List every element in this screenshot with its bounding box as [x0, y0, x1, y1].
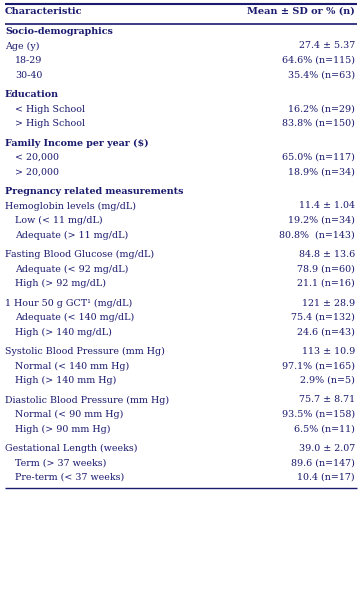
Text: 6.5% (n=11): 6.5% (n=11): [294, 424, 355, 433]
Text: Term (> 37 weeks): Term (> 37 weeks): [15, 458, 106, 468]
Text: 21.1 (n=16): 21.1 (n=16): [297, 279, 355, 288]
Text: High (> 90 mm Hg): High (> 90 mm Hg): [15, 424, 110, 433]
Text: 19.2% (n=34): 19.2% (n=34): [288, 216, 355, 225]
Text: > 20,000: > 20,000: [15, 168, 59, 176]
Text: 24.6 (n=43): 24.6 (n=43): [297, 327, 355, 336]
Text: < High School: < High School: [15, 105, 85, 114]
Text: 64.6% (n=115): 64.6% (n=115): [282, 56, 355, 65]
Text: Hemoglobin levels (mg/dL): Hemoglobin levels (mg/dL): [5, 201, 136, 211]
Text: 16.2% (n=29): 16.2% (n=29): [288, 105, 355, 114]
Text: High (> 92 mg/dL): High (> 92 mg/dL): [15, 279, 106, 288]
Text: 89.6 (n=147): 89.6 (n=147): [291, 458, 355, 468]
Text: 11.4 ± 1.04: 11.4 ± 1.04: [299, 201, 355, 211]
Text: Normal (< 90 mm Hg): Normal (< 90 mm Hg): [15, 410, 123, 419]
Text: 10.4 (n=17): 10.4 (n=17): [297, 473, 355, 482]
Text: Fasting Blood Glucose (mg/dL): Fasting Blood Glucose (mg/dL): [5, 250, 154, 259]
Text: 83.8% (n=150): 83.8% (n=150): [282, 119, 355, 128]
Text: 39.0 ± 2.07: 39.0 ± 2.07: [299, 444, 355, 453]
Text: 18.9% (n=34): 18.9% (n=34): [288, 168, 355, 176]
Text: Systolic Blood Pressure (mm Hg): Systolic Blood Pressure (mm Hg): [5, 347, 165, 356]
Text: Normal (< 140 mm Hg): Normal (< 140 mm Hg): [15, 362, 129, 371]
Text: 35.4% (n=63): 35.4% (n=63): [288, 70, 355, 79]
Text: Pregnancy related measurements: Pregnancy related measurements: [5, 187, 184, 196]
Text: 75.7 ± 8.71: 75.7 ± 8.71: [299, 395, 355, 404]
Text: 80.8%  (n=143): 80.8% (n=143): [279, 230, 355, 240]
Text: Education: Education: [5, 90, 59, 99]
Text: > High School: > High School: [15, 119, 85, 128]
Text: 18-29: 18-29: [15, 56, 42, 65]
Text: Family Income per year ($): Family Income per year ($): [5, 139, 149, 147]
Text: Age (y): Age (y): [5, 41, 39, 51]
Text: 27.4 ± 5.37: 27.4 ± 5.37: [299, 41, 355, 50]
Text: < 20,000: < 20,000: [15, 153, 59, 162]
Text: 84.8 ± 13.6: 84.8 ± 13.6: [299, 250, 355, 259]
Text: Gestational Length (weeks): Gestational Length (weeks): [5, 444, 138, 453]
Text: High (> 140 mm Hg): High (> 140 mm Hg): [15, 376, 116, 385]
Text: 113 ± 10.9: 113 ± 10.9: [302, 347, 355, 356]
Text: Pre-term (< 37 weeks): Pre-term (< 37 weeks): [15, 473, 124, 482]
Text: Mean ± SD or % (n): Mean ± SD or % (n): [247, 7, 355, 16]
Text: Diastolic Blood Pressure (mm Hg): Diastolic Blood Pressure (mm Hg): [5, 395, 169, 404]
Text: 2.9% (n=5): 2.9% (n=5): [300, 376, 355, 385]
Text: 30-40: 30-40: [15, 70, 42, 79]
Text: 97.1% (n=165): 97.1% (n=165): [282, 362, 355, 371]
Text: 75.4 (n=132): 75.4 (n=132): [291, 313, 355, 322]
Text: High (> 140 mg/dL): High (> 140 mg/dL): [15, 327, 112, 337]
Text: Socio-demographics: Socio-demographics: [5, 27, 113, 36]
Text: Adequate (> 11 mg/dL): Adequate (> 11 mg/dL): [15, 230, 128, 240]
Text: Low (< 11 mg/dL): Low (< 11 mg/dL): [15, 216, 102, 225]
Text: 1 Hour 50 g GCT¹ (mg/dL): 1 Hour 50 g GCT¹ (mg/dL): [5, 298, 132, 308]
Text: 65.0% (n=117): 65.0% (n=117): [282, 153, 355, 162]
Text: 93.5% (n=158): 93.5% (n=158): [282, 410, 355, 419]
Text: 78.9 (n=60): 78.9 (n=60): [297, 265, 355, 274]
Text: Characteristic: Characteristic: [5, 7, 83, 16]
Text: 121 ± 28.9: 121 ± 28.9: [302, 298, 355, 307]
Text: Adequate (< 140 mg/dL): Adequate (< 140 mg/dL): [15, 313, 134, 322]
Text: Adequate (< 92 mg/dL): Adequate (< 92 mg/dL): [15, 265, 129, 274]
